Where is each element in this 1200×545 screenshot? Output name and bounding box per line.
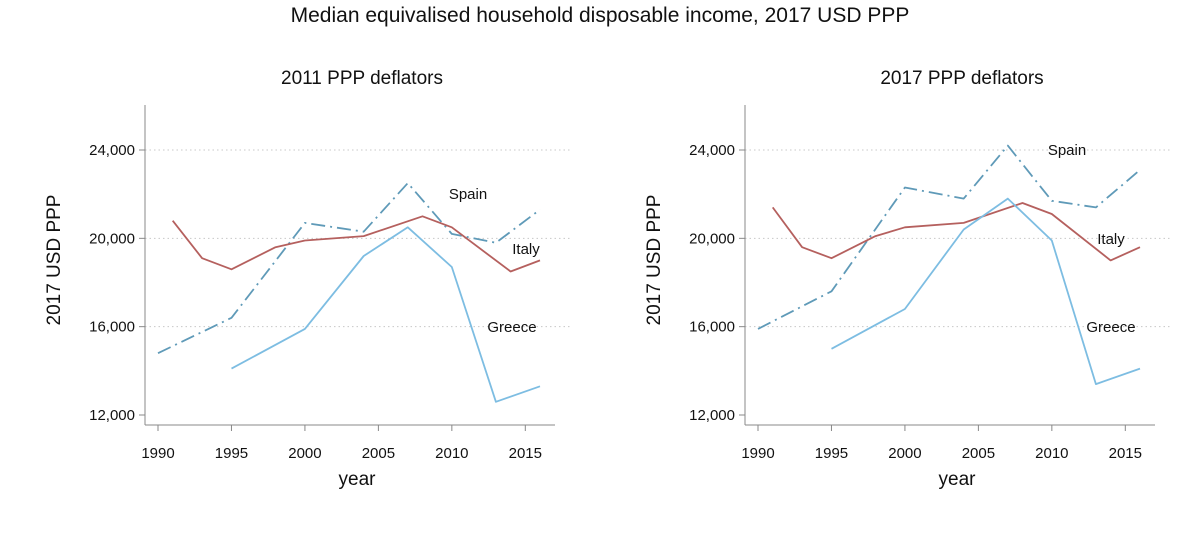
series-label-italy: Italy — [1097, 231, 1125, 248]
x-tick-label: 1990 — [141, 445, 174, 462]
series-line-italy — [771, 202, 1141, 262]
y-axis-label: 2017 USD PPP — [44, 195, 65, 326]
figure-title: Median equivalised household disposable … — [290, 4, 910, 27]
x-tick-label: 2015 — [509, 445, 542, 462]
y-tick-label: 16,000 — [89, 319, 135, 336]
x-tick-label: 2000 — [288, 445, 321, 462]
series-label-greece: Greece — [1086, 319, 1135, 336]
y-tick-label: 20,000 — [689, 230, 735, 247]
y-tick-label: 12,000 — [689, 407, 735, 424]
y-tick-label: 24,000 — [89, 142, 135, 159]
series-line-spain — [757, 144, 1141, 330]
y-tick-label: 16,000 — [689, 319, 735, 336]
series-line-greece — [231, 226, 541, 403]
x-tick-label: 1995 — [215, 445, 248, 462]
y-tick-label: 20,000 — [89, 230, 135, 247]
panel-title: 2011 PPP deflators — [281, 68, 443, 89]
x-tick-label: 2010 — [1035, 445, 1068, 462]
y-tick-label: 24,000 — [689, 142, 735, 159]
chart-panel-2011-deflators: 2011 PPP deflators 12,000 16,000 20,000 24,0… — [44, 68, 570, 490]
y-tick-label: 12,000 — [89, 407, 135, 424]
x-tick-label: 2005 — [962, 445, 995, 462]
panel-title: 2017 PPP deflators — [880, 68, 1043, 89]
x-tick-label: 2010 — [435, 445, 468, 462]
x-axis-label: year — [339, 469, 377, 490]
x-tick-label: 1995 — [815, 445, 848, 462]
x-tick-label: 2005 — [362, 445, 395, 462]
series-label-greece: Greece — [487, 319, 536, 336]
series-line-spain — [157, 182, 541, 355]
x-tick-label: 2015 — [1109, 445, 1142, 462]
chart-panel-2017-deflators: 2017 PPP deflators 12,000 16,000 20,000 24,0… — [644, 68, 1170, 490]
y-axis-label: 2017 USD PPP — [644, 195, 665, 326]
series-line-greece — [831, 197, 1141, 386]
x-axis-label: year — [939, 469, 977, 490]
series-label-spain: Spain — [449, 186, 487, 203]
series-line-italy — [171, 215, 541, 273]
x-tick-label: 1990 — [741, 445, 774, 462]
series-label-italy: Italy — [512, 241, 540, 258]
x-tick-label: 2000 — [888, 445, 921, 462]
series-label-spain: Spain — [1048, 142, 1086, 159]
